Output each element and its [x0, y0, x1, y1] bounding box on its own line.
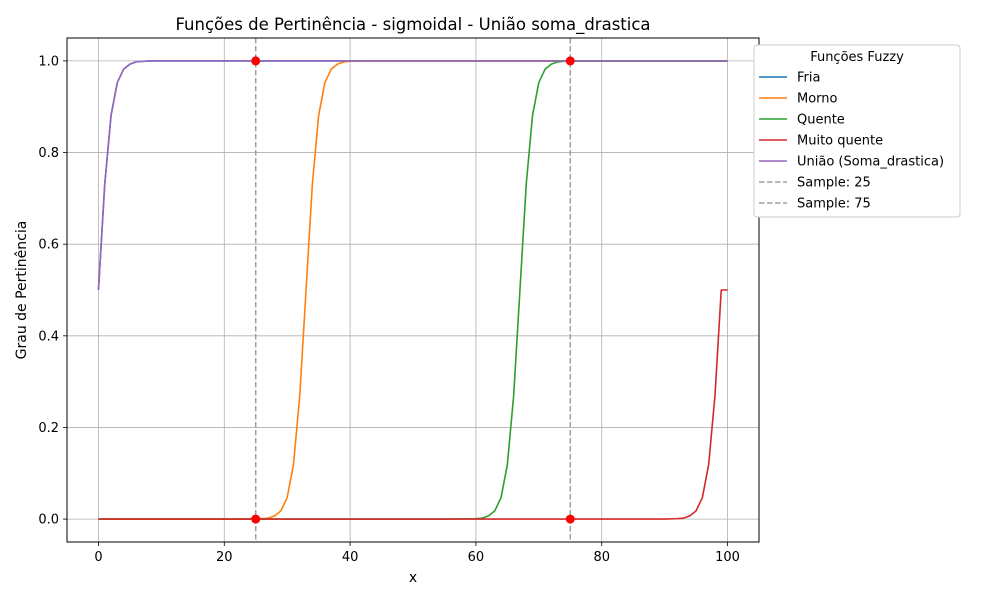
- legend-item-label: Fria: [797, 71, 820, 86]
- legend-item-label: Muito quente: [797, 134, 883, 149]
- x-tick-label: 20: [216, 550, 233, 565]
- legend-item-label: União (Soma_drastica): [797, 155, 944, 170]
- grid: [67, 38, 759, 542]
- legend: Funções Fuzzy Fria Morno Quente Muito quent…: [753, 44, 961, 218]
- sample-point: [251, 56, 261, 66]
- y-tick-label: 0.8: [38, 146, 59, 161]
- legend-item-label: Quente: [797, 113, 845, 128]
- x-tick-label: 40: [342, 550, 359, 565]
- chart-title: Funções de Pertinência - sigmoidal - Uni…: [175, 15, 650, 35]
- legend-item-label: Morno: [797, 92, 838, 107]
- series-line: [98, 289, 728, 520]
- legend-item-label: Sample: 25: [797, 176, 871, 191]
- series-line: [97, 60, 728, 291]
- legend-box: [753, 44, 961, 218]
- x-tick-label: 80: [593, 550, 610, 565]
- sample-points: [251, 56, 575, 524]
- y-tick-label: 0.2: [38, 421, 59, 436]
- legend-item-label: Sample: 75: [797, 197, 871, 212]
- sample-point: [565, 56, 575, 66]
- plot-frame: [66, 37, 760, 543]
- legend-title: Funções Fuzzy: [810, 50, 904, 65]
- x-axis: 0 20 40 60 80 100: [94, 542, 740, 565]
- x-tick-label: 60: [468, 550, 485, 565]
- series-lines: [97, 60, 728, 520]
- y-tick-label: 0.6: [38, 238, 59, 253]
- y-axis-label: Grau de Pertinência: [14, 221, 30, 360]
- y-tick-label: 0.4: [38, 329, 59, 344]
- x-tick-label: 100: [715, 550, 740, 565]
- x-axis-label: x: [409, 570, 417, 586]
- y-tick-label: 1.0: [38, 54, 59, 69]
- sample-point: [565, 514, 575, 524]
- x-tick-label: 0: [94, 550, 102, 565]
- y-tick-label: 0.0: [38, 513, 59, 528]
- sample-point: [251, 514, 261, 524]
- sample-lines: [254, 38, 572, 542]
- y-axis: 0.0 0.2 0.4 0.6 0.8 1.0: [38, 54, 67, 528]
